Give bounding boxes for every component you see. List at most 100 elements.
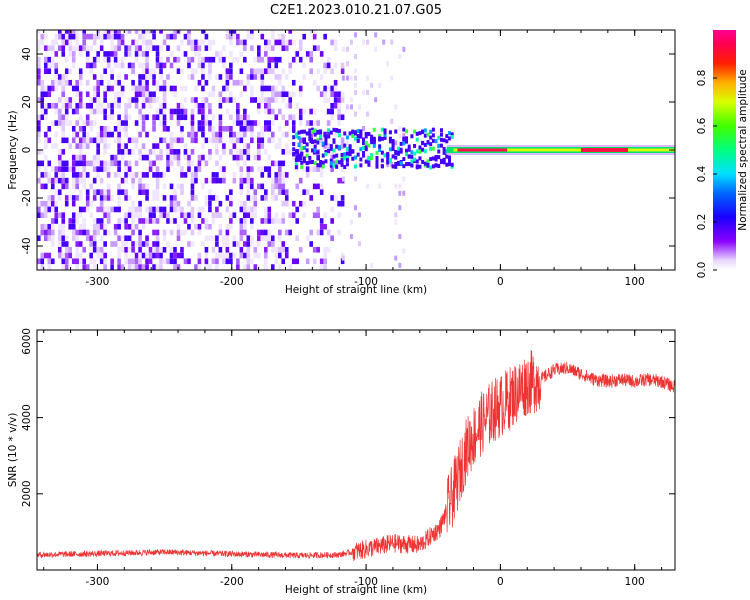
heatmap-cell <box>300 160 304 165</box>
heatmap-cell <box>68 195 73 201</box>
heatmap-cell <box>243 160 247 167</box>
heatmap-cell <box>374 32 378 38</box>
y-tick-label: 4000 <box>21 404 33 431</box>
heatmap-cell <box>47 56 52 63</box>
heatmap-cell <box>215 51 219 57</box>
heatmap-cell <box>106 195 111 201</box>
heatmap-cell <box>340 166 345 172</box>
heatmap-cell <box>145 56 149 63</box>
heatmap-cell <box>316 68 320 74</box>
heatmap-cell <box>75 33 80 40</box>
heatmap-cell <box>110 74 114 80</box>
heatmap-cell <box>145 172 149 178</box>
heatmap-cell <box>270 241 275 247</box>
heatmap-cell <box>92 33 97 40</box>
heatmap-cell <box>43 235 48 242</box>
heatmap-cell <box>40 212 45 218</box>
heatmap-cell <box>127 235 132 242</box>
heatmap-cell <box>113 33 118 40</box>
heatmap-cell <box>145 264 149 270</box>
heatmap-cell <box>89 160 93 167</box>
heatmap-cell <box>253 246 258 253</box>
heatmap-cell <box>120 154 125 161</box>
heatmap-cell <box>145 258 149 265</box>
heatmap-cell <box>113 172 118 178</box>
snr-series-line <box>37 350 675 562</box>
heatmap-cell <box>92 235 97 242</box>
heatmap-cell <box>40 108 45 115</box>
heatmap-cell <box>243 264 247 270</box>
heatmap-cell <box>415 159 419 164</box>
heatmap-cell <box>127 206 132 213</box>
heatmap-cell <box>120 149 125 155</box>
heatmap-cell <box>246 143 251 149</box>
heatmap-cell <box>362 141 366 146</box>
heatmap-cell <box>85 51 90 57</box>
heatmap-cell <box>359 134 363 139</box>
heatmap-cell <box>239 229 244 236</box>
heatmap-cell <box>423 161 427 166</box>
heatmap-cell <box>180 206 184 213</box>
heatmap-cell <box>113 241 118 247</box>
heatmap-cell <box>431 127 435 132</box>
heatmap-cell <box>43 131 48 138</box>
heatmap-cell <box>159 62 163 69</box>
heatmap-cell <box>413 129 417 134</box>
heatmap-cell <box>222 85 226 92</box>
heatmap-cell <box>267 229 272 236</box>
heatmap-cell <box>180 108 184 115</box>
heatmap-cell <box>330 102 334 109</box>
heatmap-cell <box>243 229 247 236</box>
heatmap-cell <box>281 39 286 46</box>
heatmap-cell <box>309 229 313 236</box>
heatmap-cell <box>229 62 233 69</box>
heatmap-cell <box>162 212 167 218</box>
heatmap-cell <box>75 195 80 201</box>
heatmap-cell <box>138 51 142 57</box>
heatmap-cell <box>47 68 52 74</box>
heatmap-cell <box>246 154 251 161</box>
heatmap-cell <box>270 30 275 34</box>
heatmap-cell <box>335 127 339 132</box>
heatmap-cell <box>319 137 324 144</box>
heatmap-cell <box>337 160 341 165</box>
heatmap-cell <box>288 39 293 46</box>
heatmap-cell <box>378 82 382 88</box>
heatmap-cell <box>183 218 188 224</box>
heatmap-cell <box>218 114 223 121</box>
heatmap-cell <box>141 264 146 270</box>
heatmap-cell <box>222 235 226 242</box>
heatmap-cell <box>75 143 80 149</box>
heatmap-cell <box>277 91 282 98</box>
heatmap-cell <box>85 235 90 242</box>
heatmap-cell <box>398 30 402 31</box>
heatmap-cell <box>120 56 125 63</box>
heatmap-cell <box>239 206 244 213</box>
heatmap-cell <box>138 252 142 259</box>
heatmap-cell <box>57 229 62 236</box>
heatmap-cell <box>113 160 118 167</box>
heatmap-cell <box>260 85 265 92</box>
heatmap-cell <box>92 154 97 161</box>
heatmap-cell <box>64 183 69 190</box>
heatmap-cell <box>222 177 226 184</box>
heatmap-cell <box>288 149 293 155</box>
heatmap-cell <box>57 160 62 167</box>
heatmap-cell <box>410 150 414 155</box>
heatmap-cell <box>257 102 261 109</box>
heatmap-cell <box>383 132 387 137</box>
heatmap-cell <box>96 97 100 103</box>
heatmap-cell <box>117 218 121 224</box>
heatmap-cell <box>92 62 97 69</box>
heatmap-cell <box>324 138 328 143</box>
heatmap-cell <box>120 91 125 98</box>
heatmap-cell <box>82 120 86 126</box>
heatmap-cell <box>229 195 233 201</box>
heatmap-cell <box>229 218 233 224</box>
heatmap-cell <box>295 258 300 265</box>
heatmap-cell <box>120 143 125 149</box>
heatmap-cell <box>37 166 41 172</box>
heatmap-cell <box>281 68 286 74</box>
heatmap-cell <box>134 223 139 230</box>
heatmap-cell <box>187 131 191 138</box>
